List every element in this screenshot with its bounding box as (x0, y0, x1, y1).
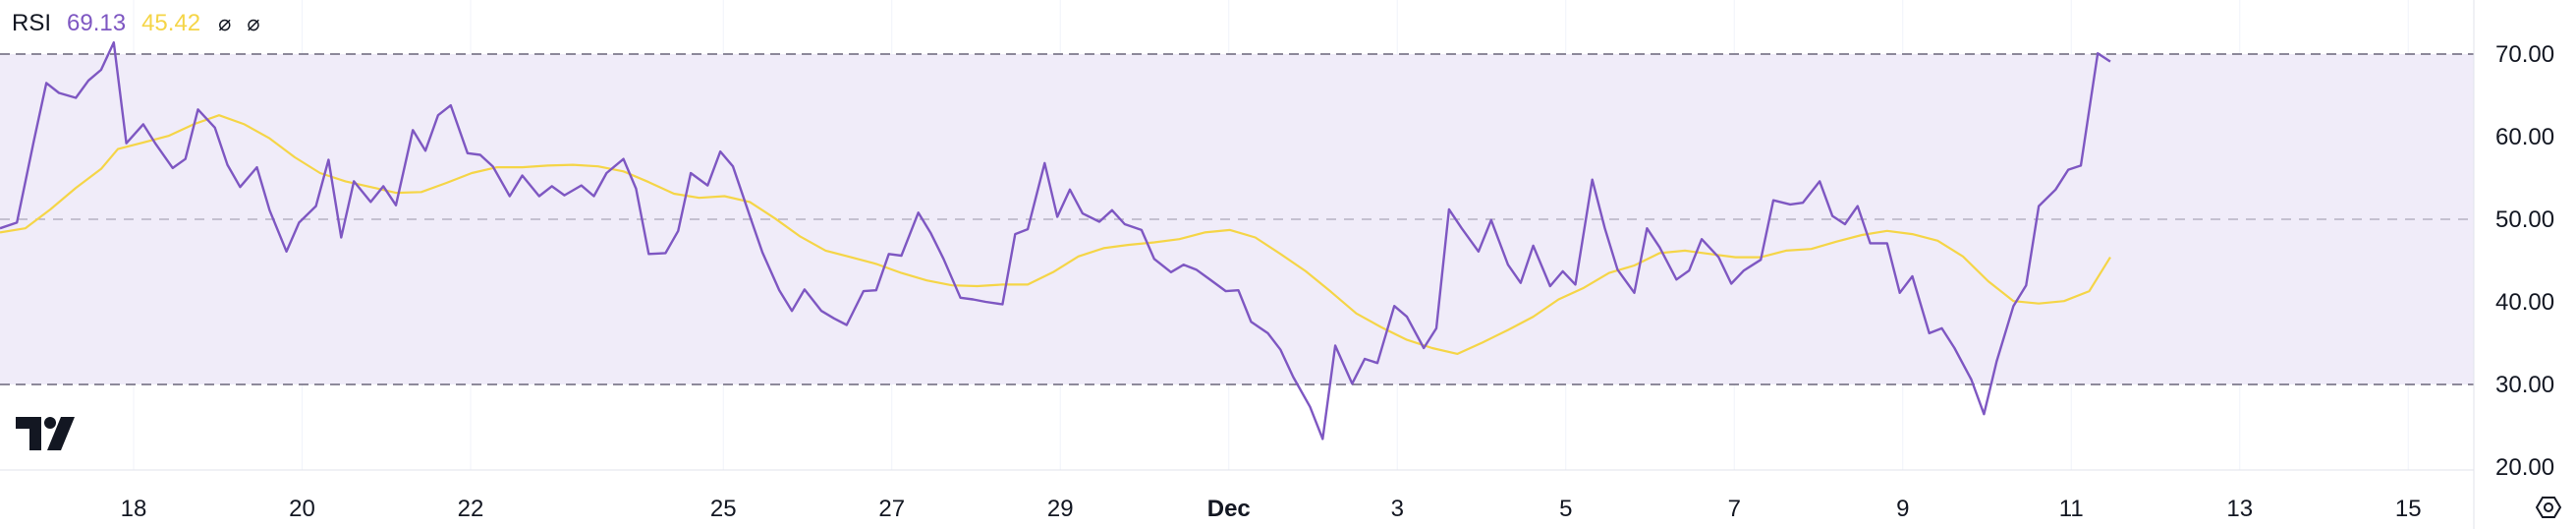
price-scale[interactable]: 70.00 60.00 50.00 40.00 30.00 20.00 (2495, 41, 2554, 481)
x-tick-label: 18 (121, 496, 147, 522)
indicator-name[interactable]: RSI (12, 10, 52, 36)
x-tick-label: 29 (1047, 496, 1074, 522)
rsi-level-lines (0, 53, 2474, 385)
x-tick-label: 5 (1559, 496, 1572, 522)
y-tick-label: 20.00 (2495, 454, 2554, 481)
rsi-ma-value: 45.42 (141, 10, 201, 36)
x-tick-label: 9 (1896, 496, 1909, 522)
indicator-legend: RSI 69.13 45.42 ⌀ ⌀ (12, 10, 276, 37)
x-tick-label: 13 (2226, 496, 2253, 522)
hidden-value-icon[interactable]: ⌀ (247, 11, 260, 35)
y-tick-label: 30.00 (2495, 372, 2554, 398)
y-tick-label: 40.00 (2495, 289, 2554, 316)
x-tick-label: 15 (2395, 496, 2422, 522)
hidden-value-icon[interactable]: ⌀ (218, 11, 232, 35)
rsi-band-background (0, 54, 2474, 384)
x-tick-label: 11 (2059, 496, 2084, 522)
x-tick-label: Dec (1207, 496, 1251, 522)
rsi-line (0, 41, 2111, 441)
x-tick-label: 25 (710, 496, 737, 522)
y-tick-label: 60.00 (2495, 124, 2554, 150)
x-tick-label: 20 (289, 496, 315, 522)
rsi-value: 69.13 (67, 10, 127, 36)
x-tick-label: 22 (458, 496, 484, 522)
x-tick-label: 3 (1391, 496, 1404, 522)
x-tick-label: 7 (1728, 496, 1741, 522)
tradingview-logo-icon[interactable] (16, 417, 79, 455)
x-tick-label: 27 (878, 496, 905, 522)
y-tick-label: 70.00 (2495, 41, 2554, 68)
y-tick-label: 50.00 (2495, 206, 2554, 233)
time-scale[interactable]: 18 20 22 25 27 29 Dec 3 5 7 9 11 13 15 (121, 496, 2422, 522)
settings-hexagon-icon[interactable] (2535, 497, 2562, 518)
